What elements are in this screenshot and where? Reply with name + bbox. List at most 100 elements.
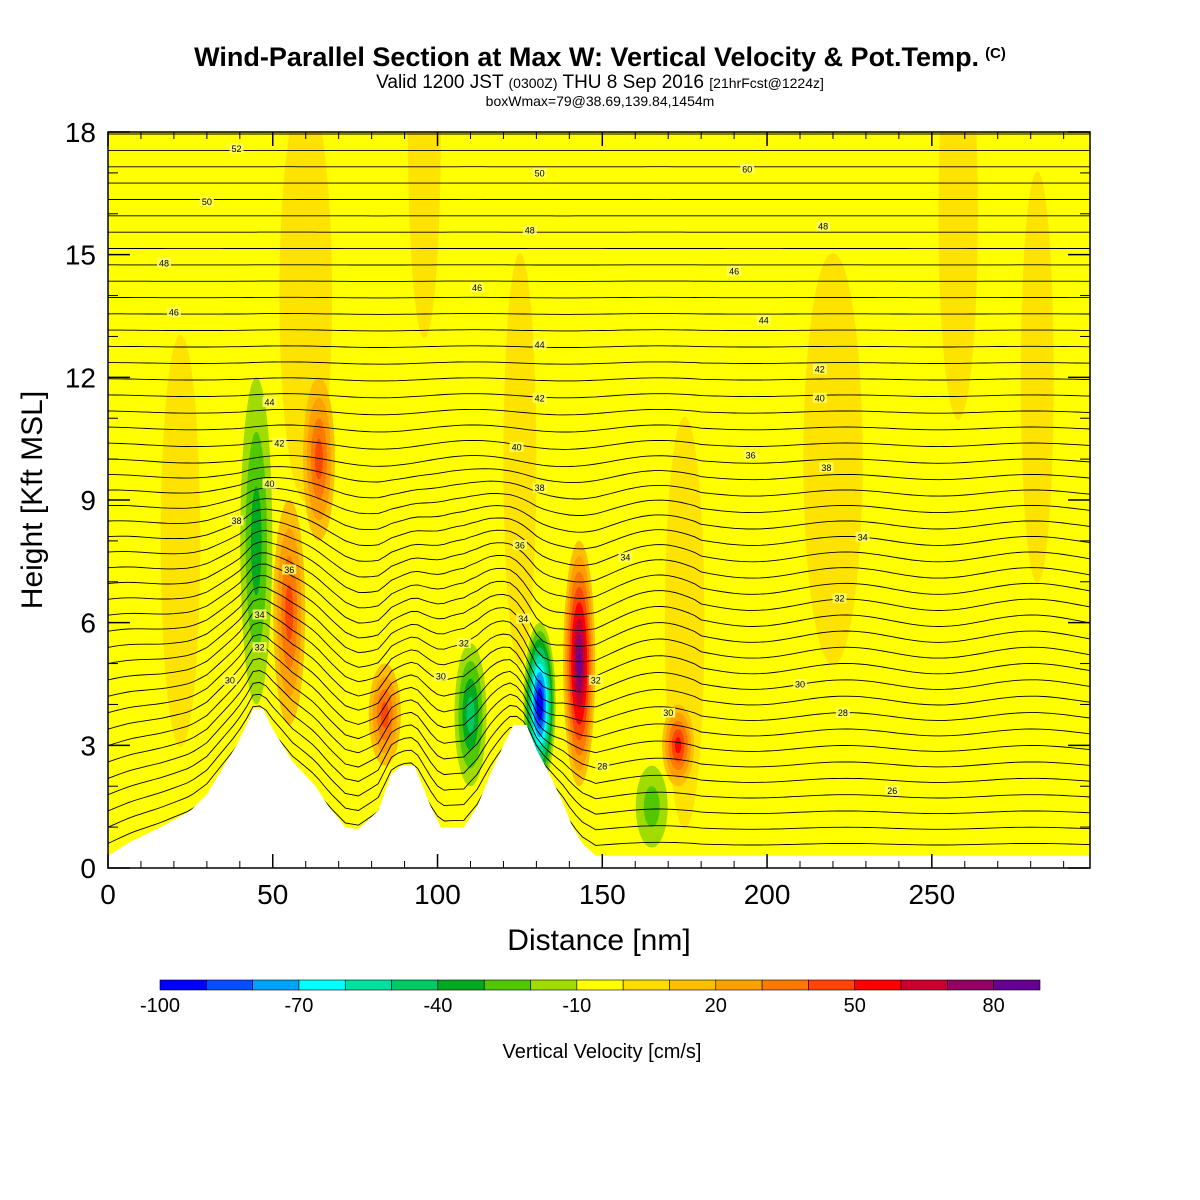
theta-contour-line: [108, 646, 1090, 738]
colorbar-swatch: [669, 979, 717, 991]
contour-label: 38: [535, 483, 545, 493]
y-tick-label: 12: [65, 362, 96, 393]
contour-label-bg: [812, 392, 827, 403]
weak-updraft-band: [1020, 171, 1054, 584]
y-tick-label: 18: [65, 117, 96, 148]
contour-label: 38: [821, 463, 831, 473]
colorbar-tick-label: 20: [705, 995, 727, 1017]
updraft-cell: [380, 701, 389, 728]
copyright-mark: (C): [985, 45, 1006, 62]
colorbar-tick-label: 80: [983, 995, 1005, 1017]
colorbar-swatch: [993, 979, 1041, 991]
contour-label-bg: [743, 450, 758, 461]
theta-contour-line: [108, 681, 1090, 784]
contour-label: 44: [264, 397, 274, 407]
colorbar-tick-label: 50: [844, 995, 866, 1017]
contour-label-bg: [252, 609, 267, 620]
valid-prefix: Valid 1200 JST: [376, 72, 504, 93]
contour-label-bg: [516, 613, 531, 624]
contour-label: 36: [284, 565, 294, 575]
theta-contour-line: [108, 530, 1090, 583]
contour-label: 34: [858, 532, 868, 542]
colorbar-swatch: [761, 979, 809, 991]
theta-contour-line: [108, 552, 1090, 616]
contour-label-bg: [532, 339, 547, 350]
contour-label: 34: [518, 614, 528, 624]
theta-contour-line: [108, 408, 1090, 416]
theta-contour-line: [108, 424, 1090, 433]
chart-title: Wind-Parallel Section at Max W: Vertical…: [0, 42, 1200, 73]
theta-contour-line: [108, 541, 1090, 599]
contour-label: 34: [620, 553, 630, 563]
colorbar-swatch: [298, 979, 346, 991]
colorbar-swatch: [854, 979, 902, 991]
contour-label: 32: [255, 643, 265, 653]
contour-label-bg: [433, 670, 448, 681]
theta-contour-line: [108, 586, 1090, 663]
theta-contour-line: [108, 377, 1090, 382]
valid-date: THU 8 Sep 2016: [562, 72, 704, 93]
contour-label-bg: [588, 674, 603, 685]
contour-label-bg: [272, 437, 287, 448]
theta-contour-line: [108, 519, 1090, 567]
contour-label: 32: [459, 639, 469, 649]
box-info: boxWmax=79@38.69,139.84,1454m: [485, 93, 715, 109]
contour-label-bg: [456, 638, 471, 649]
theta-contour-line: [108, 575, 1090, 647]
x-axis-label: Distance [nm]: [507, 924, 690, 957]
theta-contour-line: [108, 439, 1090, 450]
contour-label: 36: [746, 451, 756, 461]
colorbar-swatch: [576, 979, 624, 991]
contour-label-bg: [812, 364, 827, 375]
contour-label-bg: [282, 564, 297, 575]
theta-contour-line: [108, 498, 1090, 533]
contour-label: 30: [795, 680, 805, 690]
colorbar-swatch: [437, 979, 485, 991]
theta-contour-line: [108, 622, 1090, 708]
contour-label: 32: [835, 594, 845, 604]
contour-label: 48: [525, 226, 535, 236]
theta-contour-line: [108, 598, 1090, 678]
contour-label: 44: [759, 316, 769, 326]
theta-contour-line: [108, 466, 1090, 484]
theta-contour-line: [108, 313, 1090, 315]
colorbar-swatch: [483, 979, 531, 991]
downdraft-cell: [466, 696, 475, 733]
contour-label: 28: [838, 708, 848, 718]
contour-label: 42: [535, 393, 545, 403]
colorbar-tick-label: -40: [423, 995, 452, 1017]
x-tick-label: 200: [744, 879, 791, 910]
valid-time-line: Valid 1200 JST (0300Z) THU 8 Sep 2016 [2…: [0, 72, 1200, 94]
theta-contour-line: [108, 610, 1090, 693]
contour-label-bg: [618, 552, 633, 563]
colorbar-swatch: [391, 979, 439, 991]
colorbar-swatch: [715, 979, 763, 991]
contour-label-bg: [222, 674, 237, 685]
contour-label: 48: [818, 222, 828, 232]
contour-label-bg: [252, 642, 267, 653]
contour-label-bg: [595, 760, 610, 771]
contour-label: 60: [742, 164, 752, 174]
contour-label: 40: [264, 479, 274, 489]
contour-label-bg: [740, 163, 755, 174]
contour-label: 42: [274, 438, 284, 448]
contour-label-bg: [532, 482, 547, 493]
y-tick-label: 6: [80, 608, 96, 639]
weak-updraft-band: [938, 132, 978, 420]
x-tick-label: 150: [579, 879, 626, 910]
colorbar-swatch: [622, 979, 670, 991]
contour-label: 40: [512, 442, 522, 452]
contour-label: 36: [515, 540, 525, 550]
colorbar-tick-label: -70: [284, 995, 313, 1017]
contour-label: 30: [225, 675, 235, 685]
colorbar-swatch: [900, 979, 948, 991]
contour-label-bg: [855, 531, 870, 542]
updraft-cell: [577, 648, 582, 679]
colorbar-swatch: [159, 979, 207, 991]
y-axis-label: Height [Kft MSL]: [16, 391, 49, 609]
contour-label-bg: [262, 478, 277, 489]
contour-label: 42: [815, 365, 825, 375]
contour-label-bg: [885, 785, 900, 796]
contour-label: 46: [169, 307, 179, 317]
theta-contour-line: [108, 658, 1090, 754]
